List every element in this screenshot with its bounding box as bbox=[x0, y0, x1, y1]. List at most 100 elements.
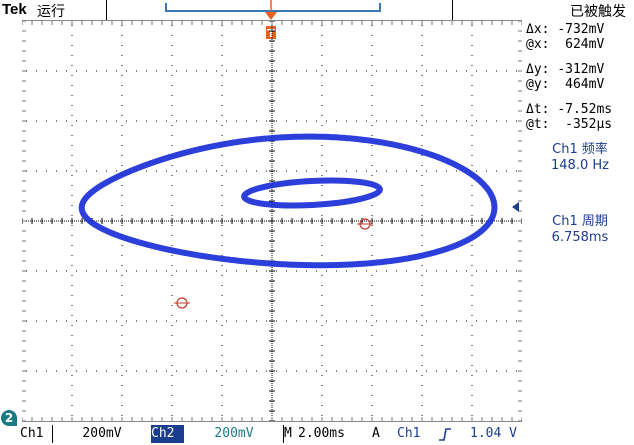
grid-dot bbox=[221, 55, 223, 56]
grid-dot bbox=[516, 170, 517, 172]
grid-dot bbox=[471, 385, 473, 386]
grid-dot bbox=[171, 75, 173, 76]
grid-dot bbox=[121, 185, 123, 186]
grid-dot bbox=[471, 215, 473, 216]
timebase-label: M bbox=[283, 425, 298, 443]
grid-dot bbox=[321, 105, 323, 106]
grid-dot bbox=[371, 325, 373, 326]
grid-dot bbox=[121, 385, 123, 386]
grid-dot bbox=[221, 365, 223, 366]
grid-dot bbox=[421, 405, 423, 406]
grid-dot bbox=[171, 395, 173, 396]
grid-dot bbox=[471, 85, 473, 86]
grid-dot bbox=[421, 215, 423, 216]
grid-dot bbox=[196, 70, 197, 72]
rising-edge-icon bbox=[439, 428, 451, 441]
grid-dot bbox=[221, 65, 223, 66]
grid-dot bbox=[326, 370, 327, 372]
grid-dot bbox=[316, 120, 317, 122]
ch2-label[interactable]: Ch2 bbox=[151, 425, 184, 443]
grid-dot bbox=[321, 65, 323, 66]
grid-dot bbox=[421, 235, 423, 236]
grid-dot bbox=[321, 315, 323, 316]
grid-dot bbox=[316, 170, 317, 172]
grid-dot bbox=[371, 245, 373, 246]
grid-dot bbox=[371, 155, 373, 156]
grid-dot bbox=[421, 145, 423, 146]
grid-dot bbox=[371, 35, 373, 36]
grid-dot bbox=[206, 370, 207, 372]
trigger-level-marker[interactable] bbox=[510, 201, 520, 213]
grid-dot bbox=[166, 170, 167, 172]
grid-dot bbox=[371, 385, 373, 386]
grid-dot bbox=[321, 245, 323, 246]
grid-dot bbox=[456, 320, 457, 322]
grid-dot bbox=[206, 320, 207, 322]
ch1-label[interactable]: Ch1 bbox=[20, 426, 44, 441]
grid-dot bbox=[286, 170, 287, 172]
grid-dot bbox=[371, 105, 373, 106]
grid-dot bbox=[421, 205, 423, 206]
grid-dot bbox=[106, 70, 107, 72]
trigger-level[interactable]: 1.04 V bbox=[470, 426, 517, 441]
ch1-scale[interactable]: 200mV bbox=[52, 425, 151, 443]
grid-dot bbox=[396, 70, 397, 72]
grid-dot bbox=[421, 35, 423, 36]
grid-dot bbox=[371, 315, 373, 316]
grid-dot bbox=[246, 370, 247, 372]
grid-dot bbox=[71, 145, 73, 146]
grid-dot bbox=[71, 265, 73, 266]
grid-dot bbox=[121, 155, 123, 156]
grid-dot bbox=[371, 115, 373, 116]
grid-dot bbox=[421, 285, 423, 286]
waveform-display bbox=[21, 20, 523, 422]
grid-dot bbox=[236, 120, 237, 122]
grid-dot bbox=[396, 170, 397, 172]
grid-dot bbox=[171, 225, 173, 226]
grid-dot bbox=[421, 195, 423, 196]
grid-dot bbox=[36, 320, 37, 322]
grid-dot bbox=[76, 320, 77, 322]
grid-dot bbox=[171, 35, 173, 36]
grid-dot bbox=[66, 170, 67, 172]
grid-dot bbox=[421, 265, 423, 266]
grid-dot bbox=[26, 370, 27, 372]
grid-dot bbox=[171, 55, 173, 56]
grid-dot bbox=[471, 355, 473, 356]
grid-dot bbox=[421, 325, 423, 326]
grid-dot bbox=[166, 120, 167, 122]
trigger-source[interactable]: Ch1 bbox=[397, 426, 421, 441]
grid-dot bbox=[471, 245, 473, 246]
grid-dot bbox=[416, 370, 417, 372]
grid-dot bbox=[171, 45, 173, 46]
grid-dot bbox=[321, 115, 323, 116]
grid-dot bbox=[121, 405, 123, 406]
grid-dot bbox=[321, 225, 323, 226]
grid-dot bbox=[486, 270, 487, 272]
trigger-position-marker[interactable]: T bbox=[262, 0, 280, 42]
grid-dot bbox=[421, 345, 423, 346]
grid-dot bbox=[496, 270, 497, 272]
grid-dot bbox=[226, 370, 227, 372]
grid-dot bbox=[471, 75, 473, 76]
grid-dot bbox=[71, 415, 73, 416]
grid-dot bbox=[221, 155, 223, 156]
grid-dot bbox=[196, 120, 197, 122]
timebase-value[interactable]: 2.00ms bbox=[298, 426, 345, 441]
ch2-marker-icon[interactable]: 2 bbox=[1, 410, 17, 426]
grid-dot bbox=[321, 295, 323, 296]
grid-dot bbox=[446, 70, 447, 72]
grid-dot bbox=[71, 115, 73, 116]
grid-dot bbox=[436, 170, 437, 172]
grid-dot bbox=[221, 395, 223, 396]
grid-dot bbox=[471, 65, 473, 66]
grid-dot bbox=[121, 285, 123, 286]
grid-dot bbox=[336, 70, 337, 72]
grid-dot bbox=[221, 285, 223, 286]
grid-dot bbox=[471, 265, 473, 266]
ch2-scale[interactable]: 200mV bbox=[214, 426, 254, 441]
trigger-arrow-icon bbox=[265, 12, 277, 20]
grid-dot bbox=[221, 355, 223, 356]
grid-dot bbox=[321, 165, 323, 166]
grid-dot bbox=[121, 45, 123, 46]
